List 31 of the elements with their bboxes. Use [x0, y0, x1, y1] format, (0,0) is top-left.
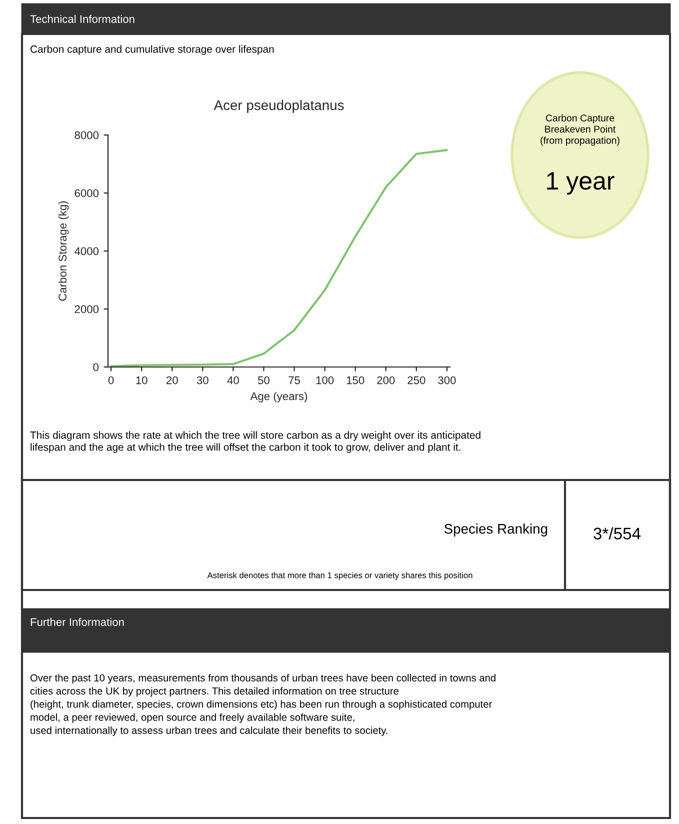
text: 1 year: [547, 172, 614, 195]
x-tick-label: 150: [346, 376, 364, 384]
x-tick-label: 20: [166, 376, 178, 384]
x-tick-label: 10: [136, 376, 148, 384]
y-tick-label: 2000: [74, 305, 99, 314]
text: Asterisk denotes that more than 1 species or variety shares this position: [207, 572, 472, 580]
text: 3*/554: [594, 527, 641, 540]
y-axis-title: Carbon Storage (kg): [58, 201, 69, 301]
text: This diagram shows the rate at which the tree will store carbon as a dry weight over its anticipated lifespan and the age at which the tree will offset the carbon it took to grow, deliver and plant it.: [30, 431, 480, 453]
x-tick-label: 40: [227, 376, 239, 384]
text: Over the past 10 years, measurements from thousands of urban trees have been collected in towns and cities across the UK by project partners. This detailed information on tree structure (height, trunk diameter, species, crown dimensions etc) has been run through a sophisticated computer model, a peer reviewed, open source and freely available software suite, used internationally to assess urban trees and calculate their benefits to society.: [30, 674, 496, 736]
text: Further Information: [30, 618, 124, 626]
x-tick-label: 50: [258, 376, 270, 384]
line-series: [110, 149, 448, 367]
x-tick-label: 30: [196, 376, 208, 384]
y-tick-label: 4000: [74, 247, 99, 256]
y-tick-label: 0: [93, 363, 99, 372]
x-tick-label: 250: [408, 376, 426, 384]
y-tick-label: 6000: [74, 189, 99, 198]
x-tick-label: 75: [288, 376, 300, 384]
chart-title: Acer pseudoplatanus: [214, 100, 344, 113]
y-tick-label: 8000: [74, 131, 99, 140]
x-tick-label: 100: [316, 376, 334, 384]
x-tick-label: 200: [377, 376, 395, 384]
text: Carbon Capture Breakeven Point (from propagation): [540, 114, 620, 146]
x-tick-label: 0: [108, 376, 114, 384]
x-axis-title: Age (years): [250, 392, 308, 402]
text: Species Ranking: [444, 524, 548, 536]
text: Carbon capture and cumulative storage over lifespan: [30, 45, 274, 55]
x-tick-label: 300: [438, 376, 456, 384]
text: Technical Information: [30, 14, 134, 23]
